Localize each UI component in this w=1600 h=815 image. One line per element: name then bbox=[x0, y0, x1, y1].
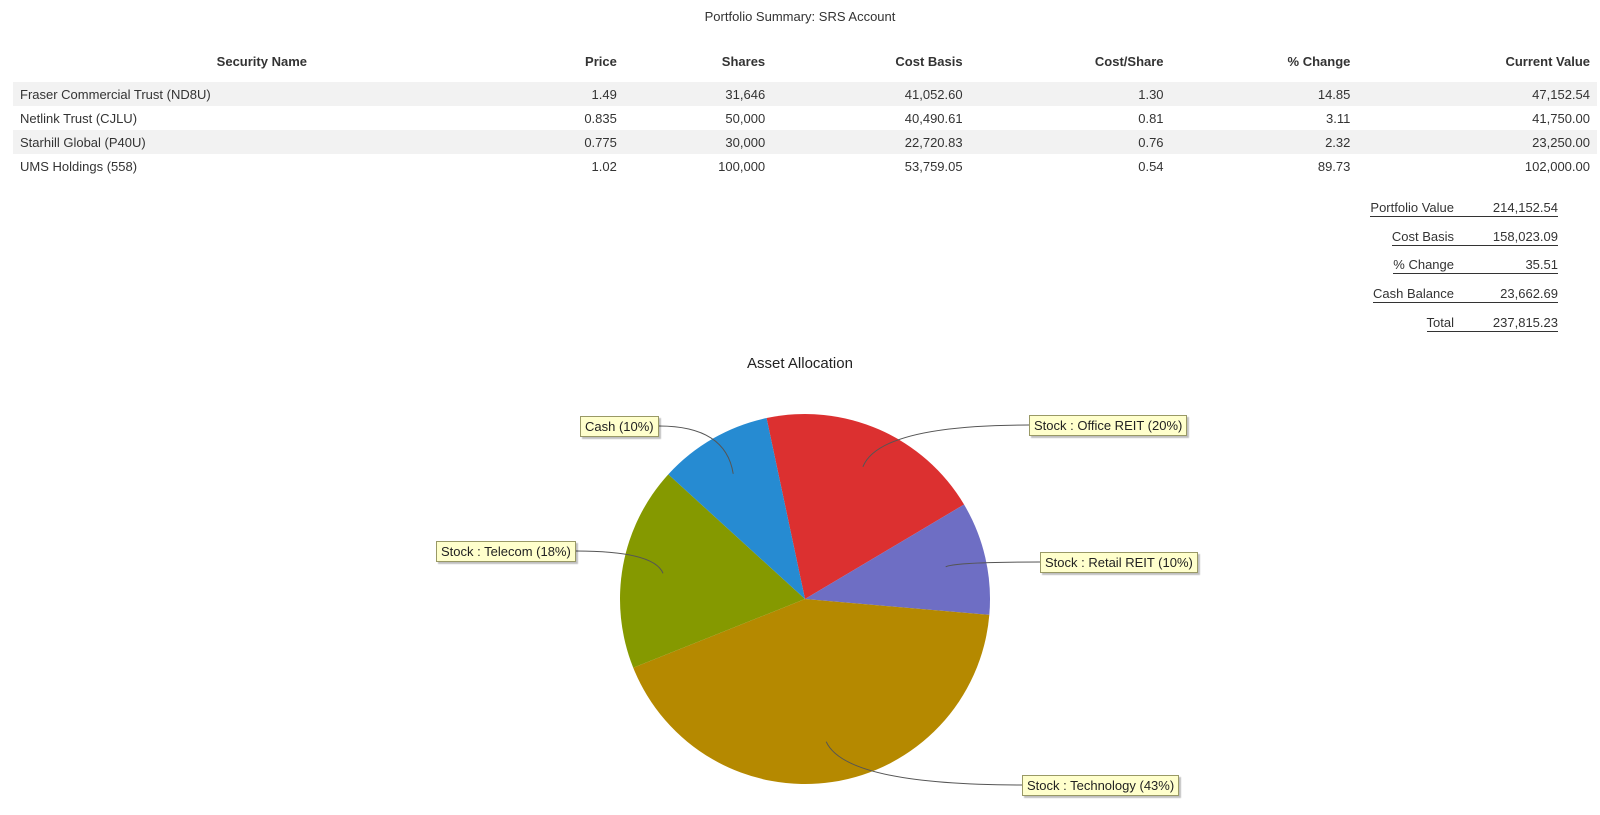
col-header-cost-basis[interactable]: Cost Basis bbox=[895, 53, 963, 69]
pie-slice[interactable] bbox=[668, 418, 805, 599]
pie-leader-line bbox=[825, 741, 1023, 786]
portfolio-value-label: Portfolio Value bbox=[1370, 200, 1460, 217]
security-name-cell: Fraser Commercial Trust (ND8U) bbox=[13, 82, 511, 106]
cash-balance: 23,662.69 bbox=[1460, 286, 1558, 304]
cost-basis-cell: 22,720.83 bbox=[772, 130, 970, 154]
pct-change-label: % Change bbox=[1393, 257, 1460, 275]
price-cell: 0.835 bbox=[584, 110, 617, 126]
cost-per-share-cell: 0.54 bbox=[1138, 158, 1164, 174]
report-title: Portfolio Summary: SRS Account bbox=[704, 9, 896, 24]
pie-slice-label: Stock : Office REIT (20%) bbox=[1029, 415, 1188, 436]
current-value-cell: 47,152.54 bbox=[1357, 82, 1597, 106]
price-cell: 1.49 bbox=[510, 82, 624, 106]
current-value-cell: 41,750.00 bbox=[1532, 110, 1590, 126]
cost-per-share-cell: 0.76 bbox=[969, 130, 1171, 154]
portfolio-value: 214,152.54 bbox=[1460, 200, 1558, 217]
pie-leader-line bbox=[945, 561, 1041, 568]
total-label: Total bbox=[1426, 315, 1460, 332]
pct-change-cell: 89.73 bbox=[1317, 158, 1351, 174]
col-header-current-value[interactable]: Current Value bbox=[1505, 53, 1590, 69]
pie-leader-line bbox=[575, 550, 664, 574]
col-header-cost-per-share[interactable]: Cost/Share bbox=[1094, 53, 1164, 69]
pct-change-cell: 2.32 bbox=[1170, 130, 1358, 154]
pie-slice[interactable] bbox=[619, 474, 805, 668]
holdings-header-row: Security Name Price Shares Cost Basis Co… bbox=[13, 48, 1597, 82]
grand-total: 237,815.23 bbox=[1460, 315, 1558, 332]
shares-cell: 50,000 bbox=[725, 110, 766, 126]
table-row[interactable]: Fraser Commercial Trust (ND8U) 1.49 31,6… bbox=[13, 82, 1597, 106]
col-header-security-name[interactable]: Security Name bbox=[216, 53, 307, 69]
pie-leader-line bbox=[862, 424, 1030, 467]
current-value-cell: 102,000.00 bbox=[1524, 158, 1590, 174]
pct-change-cell: 3.11 bbox=[1326, 110, 1351, 126]
pct-change-cell: 14.85 bbox=[1170, 82, 1358, 106]
table-row[interactable]: UMS Holdings (558) 1.02 100,000 53,759.0… bbox=[13, 154, 1597, 178]
totals-row-pct-change: % Change 35.51 bbox=[1370, 257, 1558, 286]
totals-row-total: Total 237,815.23 bbox=[1370, 315, 1558, 344]
cost-basis-total: 158,023.09 bbox=[1460, 229, 1558, 246]
pie-slice-label: Stock : Retail REIT (10%) bbox=[1040, 552, 1198, 573]
holdings-table: Security Name Price Shares Cost Basis Co… bbox=[13, 48, 1597, 178]
cost-basis-cell: 40,490.61 bbox=[904, 110, 963, 126]
col-header-pct-change[interactable]: % Change bbox=[1287, 53, 1351, 69]
table-row[interactable]: Starhill Global (P40U) 0.775 30,000 22,7… bbox=[13, 130, 1597, 154]
pie-slice-label: Stock : Technology (43%) bbox=[1022, 775, 1180, 796]
totals-row-portfolio-value: Portfolio Value 214,152.54 bbox=[1370, 200, 1558, 229]
chart-title: Asset Allocation bbox=[747, 355, 853, 372]
price-cell: 1.02 bbox=[591, 158, 617, 174]
table-row[interactable]: Netlink Trust (CJLU) 0.835 50,000 40,490… bbox=[13, 106, 1597, 130]
pie-slice-label: Stock : Telecom (18%) bbox=[436, 541, 576, 562]
current-value-cell: 23,250.00 bbox=[1357, 130, 1597, 154]
portfolio-totals: Portfolio Value 214,152.54 Cost Basis 15… bbox=[1370, 200, 1558, 343]
cost-basis-label: Cost Basis bbox=[1391, 229, 1460, 246]
col-header-price[interactable]: Price bbox=[585, 53, 617, 69]
pie-chart bbox=[575, 413, 1041, 786]
shares-cell: 100,000 bbox=[718, 158, 766, 174]
pct-change-total: 35.51 bbox=[1460, 257, 1558, 275]
cash-balance-label: Cash Balance bbox=[1373, 286, 1460, 304]
cost-basis-cell: 41,052.60 bbox=[772, 82, 970, 106]
cost-basis-cell: 53,759.05 bbox=[904, 158, 963, 174]
security-name-cell: Netlink Trust (CJLU) bbox=[20, 110, 138, 126]
totals-row-cost-basis: Cost Basis 158,023.09 bbox=[1370, 229, 1558, 258]
asset-allocation-chart: Asset Allocation Stock : Office REIT (20… bbox=[0, 350, 1600, 815]
price-cell: 0.775 bbox=[510, 130, 624, 154]
cost-per-share-cell: 1.30 bbox=[969, 82, 1171, 106]
shares-cell: 30,000 bbox=[623, 130, 773, 154]
security-name-cell: UMS Holdings (558) bbox=[20, 158, 138, 174]
pie-slice-label: Cash (10%) bbox=[580, 416, 659, 437]
pie-slice[interactable] bbox=[766, 413, 965, 599]
pie-leader-line bbox=[658, 425, 734, 474]
pie-slice[interactable] bbox=[805, 504, 991, 615]
totals-row-cash-balance: Cash Balance 23,662.69 bbox=[1370, 286, 1558, 315]
pie-slice[interactable] bbox=[633, 599, 990, 785]
security-name-cell: Starhill Global (P40U) bbox=[13, 130, 511, 154]
col-header-shares[interactable]: Shares bbox=[721, 53, 766, 69]
shares-cell: 31,646 bbox=[623, 82, 773, 106]
cost-per-share-cell: 0.81 bbox=[1138, 110, 1164, 126]
